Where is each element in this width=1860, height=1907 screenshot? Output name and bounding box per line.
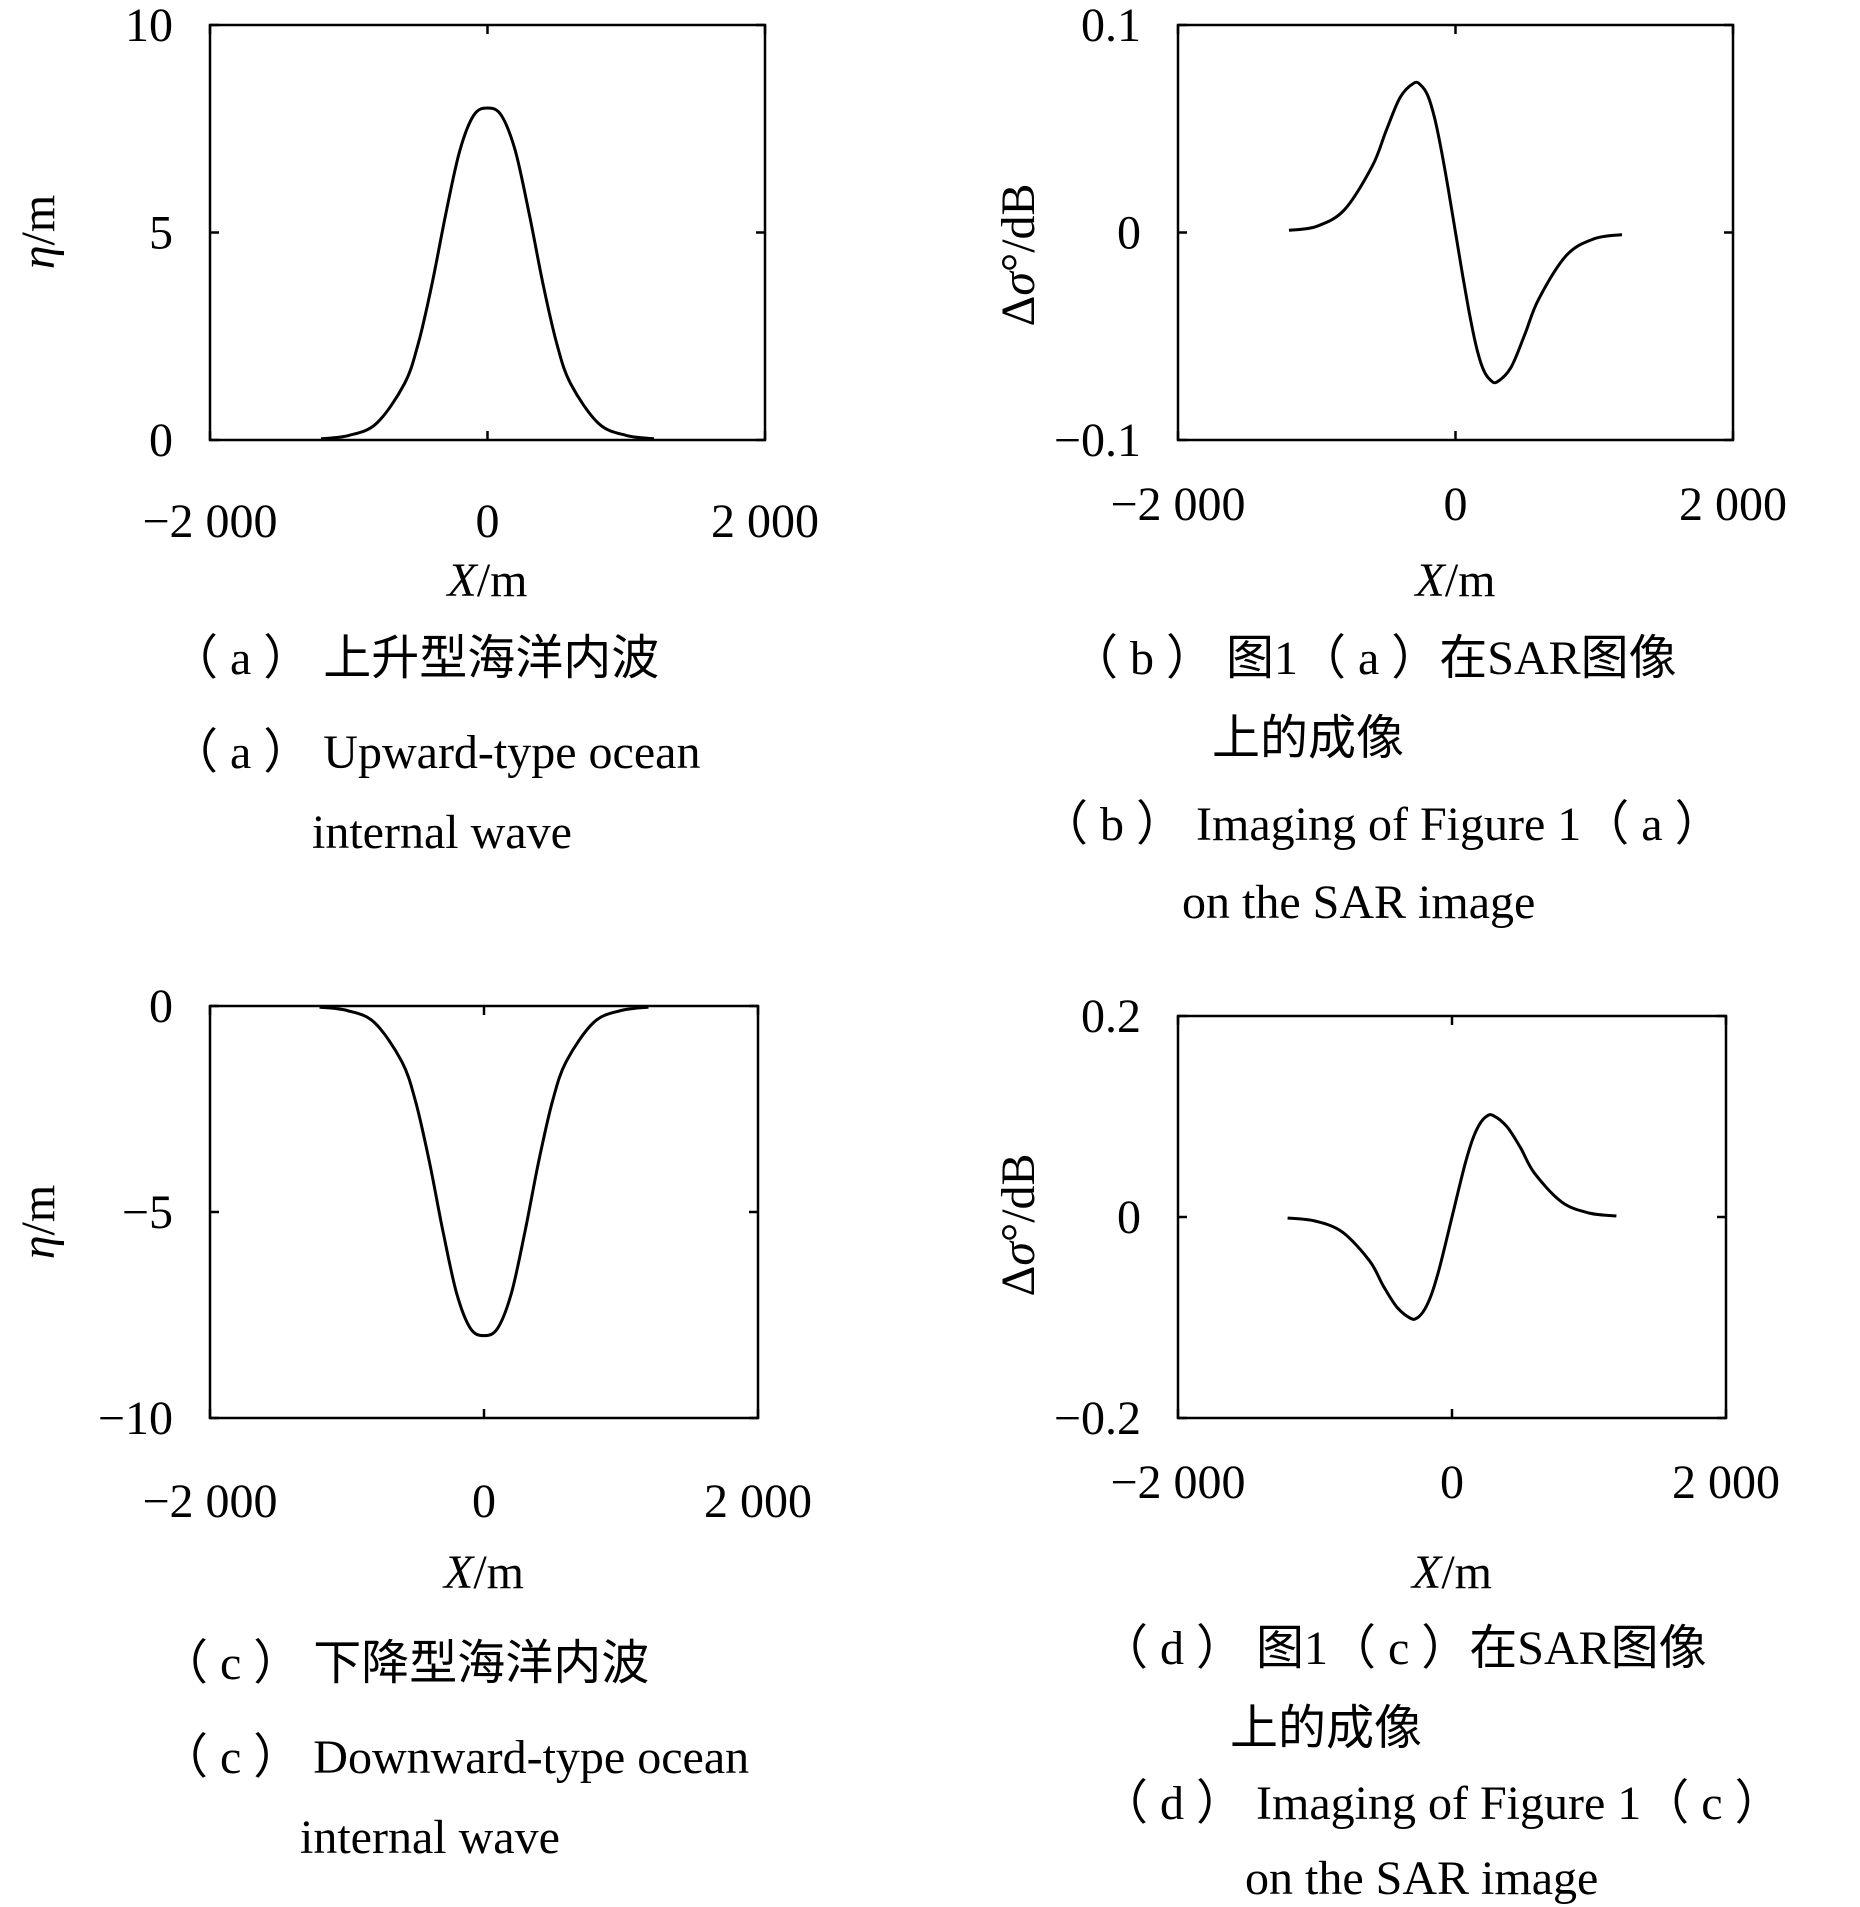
- panel-a-series-line: [320, 106, 655, 441]
- panel-d-caption-cn-1: （ d ） 图1（ c ）在SAR图像: [1100, 1622, 1707, 1675]
- panel-a-caption-en-1: （ a ） Upward-type ocean: [170, 726, 701, 779]
- panel-b-caption-en-2: on the SAR image: [1182, 876, 1536, 929]
- panel-b-y-tick-label: −0.1: [1054, 414, 1141, 467]
- panel-d-y-tick-label: 0.2: [1081, 990, 1141, 1043]
- panel-c-y-tick-label: 0: [149, 980, 173, 1033]
- panel-d-y-tick-label: −0.2: [1054, 1392, 1141, 1445]
- panel-c-y-tick-label: −5: [122, 1186, 173, 1239]
- panel-d-plot: −2 000 0 2 000 −0.2 0 0.2 X/m Δσ°/dB: [992, 990, 1780, 1599]
- panel-b-x-axis-label: X/m: [1414, 554, 1496, 607]
- panel-d-y-tick-label: 0: [1117, 1191, 1141, 1244]
- panel-d-y-axis-label: Δσ°/dB: [992, 1153, 1045, 1296]
- panel-d-series-line: [1287, 1113, 1617, 1321]
- panel-c-y-tick-label: −10: [98, 1392, 173, 1445]
- panel-c-series-line: [319, 1005, 649, 1338]
- panel-a-plot: −2 000 0 2 000 0 5 10 X/m η/m: [12, 0, 819, 607]
- panel-c-caption-cn: （ c ） 下降型海洋内波: [160, 1637, 650, 1690]
- panel-d-x-tick-label: −2 000: [1110, 1456, 1245, 1509]
- panel-a-x-tick-label: 0: [476, 495, 500, 548]
- panel-c-plot: −2 000 0 2 000 −10 −5 0 X/m η/m: [12, 980, 812, 1599]
- panel-d-caption-en-2: on the SAR image: [1245, 1852, 1599, 1905]
- panel-d-caption-en-1: （ d ） Imaging of Figure 1（ c ）: [1100, 1777, 1783, 1830]
- panel-a-y-tick-label: 10: [125, 0, 173, 52]
- panel-a-caption-en-2: internal wave: [312, 806, 572, 859]
- panel-d-x-tick-label: 0: [1440, 1456, 1464, 1509]
- panel-b-series-line: [1288, 80, 1623, 385]
- panel-c-y-axis-label: η/m: [12, 1185, 65, 1259]
- panel-b-caption-cn-2: 上的成像: [1212, 712, 1405, 765]
- panel-b-y-tick-label: 0.1: [1081, 0, 1141, 52]
- panel-a-x-axis-label: X/m: [446, 554, 528, 607]
- panel-d-x-axis-label: X/m: [1410, 1546, 1492, 1599]
- panel-a-y-axis-label: η/m: [12, 195, 65, 269]
- panel-d-x-tick-label: 2 000: [1672, 1456, 1780, 1509]
- panel-a-y-tick-label: 0: [149, 414, 173, 467]
- panel-b-x-tick-label: −2 000: [1110, 478, 1245, 531]
- panel-b-plot: −2 000 0 2 000 −0.1 0 0.1 X/m Δσ°/dB: [992, 0, 1787, 607]
- panel-b-y-tick-label: 0: [1117, 207, 1141, 260]
- panel-b-caption-en-1: （ b ） Imaging of Figure 1（ a ）: [1040, 798, 1723, 851]
- panel-b-x-tick-label: 2 000: [1679, 478, 1787, 531]
- panel-c-x-tick-label: 0: [472, 1475, 496, 1528]
- panel-c-x-tick-label: −2 000: [142, 1475, 277, 1528]
- panel-a-y-tick-label: 5: [149, 207, 173, 260]
- panel-a-x-tick-label: 2 000: [711, 495, 819, 548]
- panel-b-y-axis-label: Δσ°/dB: [992, 183, 1045, 326]
- panel-c-caption-en-1: （ c ） Downward-type ocean: [160, 1731, 750, 1784]
- panel-b-caption-cn-1: （ b ） 图1（ a ）在SAR图像: [1070, 632, 1677, 685]
- panel-c-x-axis-label: X/m: [442, 1546, 524, 1599]
- panel-b-x-tick-label: 0: [1444, 478, 1468, 531]
- panel-c-x-tick-label: 2 000: [704, 1475, 812, 1528]
- panel-c-caption-en-2: internal wave: [300, 1811, 560, 1864]
- panel-d-caption-cn-2: 上的成像: [1230, 1702, 1423, 1755]
- panel-a-caption-cn: （ a ） 上升型海洋内波: [170, 632, 660, 685]
- panel-a-x-tick-label: −2 000: [142, 495, 277, 548]
